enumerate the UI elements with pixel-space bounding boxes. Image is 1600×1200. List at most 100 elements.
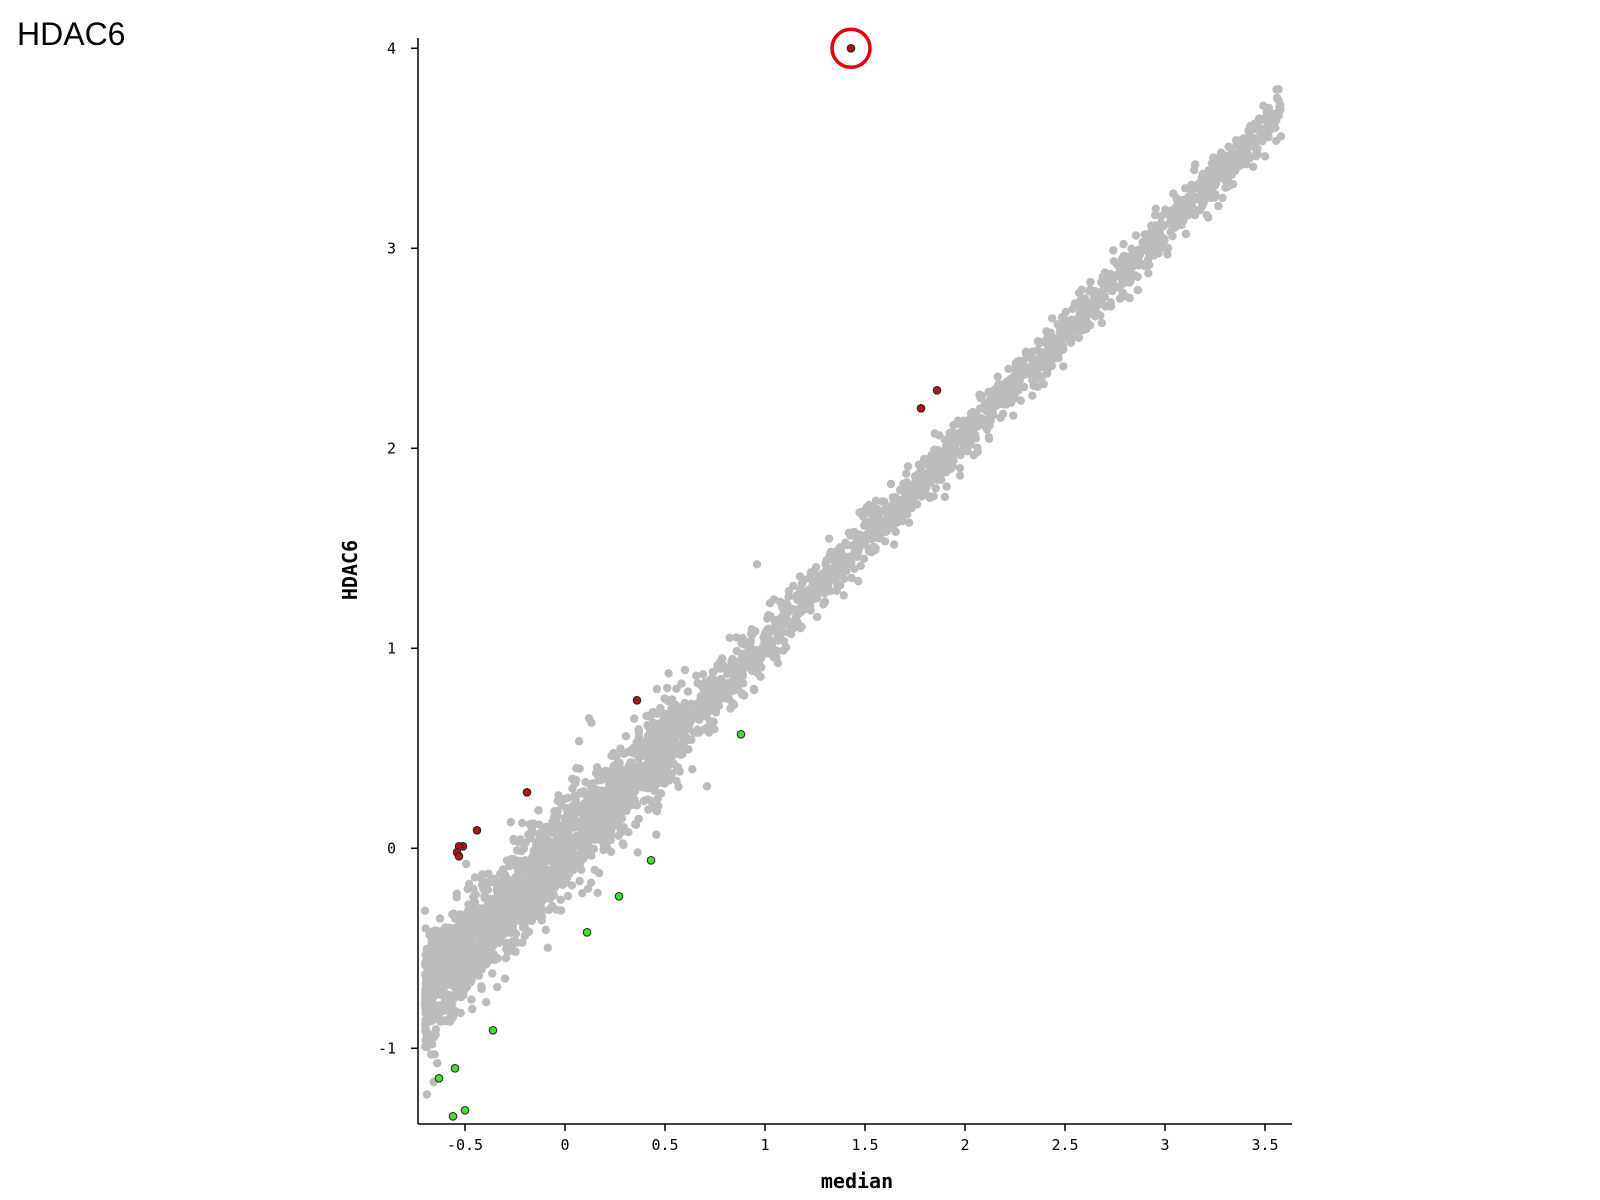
background-point xyxy=(518,818,527,828)
background-point xyxy=(1119,239,1128,249)
background-point xyxy=(594,776,603,785)
background-point xyxy=(1180,205,1190,214)
background-point xyxy=(420,906,430,915)
background-point xyxy=(883,515,893,525)
background-point xyxy=(595,814,604,823)
background-point xyxy=(702,782,712,791)
y-tick-label: 1 xyxy=(387,639,396,657)
background-point xyxy=(841,554,850,563)
background-point xyxy=(500,974,510,983)
background-point xyxy=(452,889,461,898)
background-point xyxy=(578,889,587,898)
background-point xyxy=(1038,358,1047,367)
background-point xyxy=(509,891,518,900)
background-point xyxy=(936,457,946,466)
background-point xyxy=(716,657,725,666)
background-point xyxy=(515,896,524,905)
background-point xyxy=(469,900,478,909)
background-point xyxy=(537,916,546,925)
up-point xyxy=(472,826,482,835)
background-point xyxy=(527,869,536,879)
background-point xyxy=(553,820,563,829)
background-point xyxy=(530,904,540,913)
background-point xyxy=(738,670,747,679)
background-point xyxy=(602,799,612,809)
background-point xyxy=(468,1004,477,1014)
background-point xyxy=(556,895,565,904)
background-point xyxy=(448,959,457,969)
background-point xyxy=(518,923,528,932)
background-point xyxy=(539,851,548,860)
background-point xyxy=(481,903,490,913)
background-point xyxy=(697,702,706,712)
background-point xyxy=(689,708,699,717)
background-point xyxy=(659,711,668,720)
background-point xyxy=(1082,297,1092,306)
background-point xyxy=(518,938,527,947)
background-point xyxy=(520,913,530,923)
highlight-marker xyxy=(830,27,872,70)
background-point xyxy=(619,840,628,850)
background-point xyxy=(1250,140,1260,149)
background-point xyxy=(480,891,489,901)
background-point xyxy=(839,591,848,600)
down-point xyxy=(434,1074,444,1083)
background-point xyxy=(452,937,461,947)
background-point xyxy=(687,716,696,725)
background-point xyxy=(1190,165,1199,175)
figure-label: HDAC6 xyxy=(17,16,126,52)
background-point xyxy=(1079,306,1088,316)
background-point xyxy=(765,599,775,608)
background-point xyxy=(462,910,471,919)
background-point xyxy=(553,812,562,821)
background-point xyxy=(634,725,643,734)
background-point xyxy=(667,704,676,714)
background-point xyxy=(955,464,965,473)
background-point xyxy=(660,779,669,788)
background-point xyxy=(859,554,869,563)
background-point xyxy=(439,959,448,968)
background-point xyxy=(663,683,672,693)
background-point xyxy=(789,581,798,591)
background-point xyxy=(680,665,690,675)
background-point xyxy=(483,885,493,894)
background-point xyxy=(423,1004,432,1013)
background-point xyxy=(955,471,965,480)
y-axis-ticks: -1 0 1 2 3 4 xyxy=(378,39,418,1057)
background-point xyxy=(674,731,684,740)
background-point xyxy=(921,483,931,492)
background-point xyxy=(598,788,607,797)
background-point xyxy=(536,833,545,842)
background-point xyxy=(634,732,644,741)
background-point xyxy=(1004,382,1013,391)
down-point xyxy=(448,1112,458,1121)
background-point xyxy=(1153,231,1162,240)
background-point xyxy=(615,802,625,811)
background-point xyxy=(538,906,547,915)
background-point xyxy=(1199,185,1209,194)
background-point xyxy=(700,678,709,687)
background-point xyxy=(541,925,550,935)
down-point xyxy=(736,730,746,739)
background-point xyxy=(932,462,941,472)
background-point xyxy=(587,815,596,824)
background-point xyxy=(984,433,994,442)
background-point xyxy=(482,998,491,1007)
y-tick-label: 4 xyxy=(387,39,396,57)
background-point xyxy=(1251,151,1261,161)
background-point xyxy=(849,527,859,537)
up-point xyxy=(916,404,926,413)
x-tick-label: 2.5 xyxy=(1051,1136,1078,1154)
background-point xyxy=(481,910,490,920)
background-point xyxy=(797,579,807,589)
background-point xyxy=(524,897,533,907)
background-point xyxy=(487,941,496,950)
background-point xyxy=(547,865,557,874)
background-point xyxy=(1248,162,1258,171)
background-point xyxy=(672,684,681,693)
background-point xyxy=(728,662,737,671)
background-point xyxy=(431,1030,440,1039)
background-point xyxy=(1039,379,1049,389)
background-point xyxy=(855,508,864,517)
background-point xyxy=(648,707,657,717)
